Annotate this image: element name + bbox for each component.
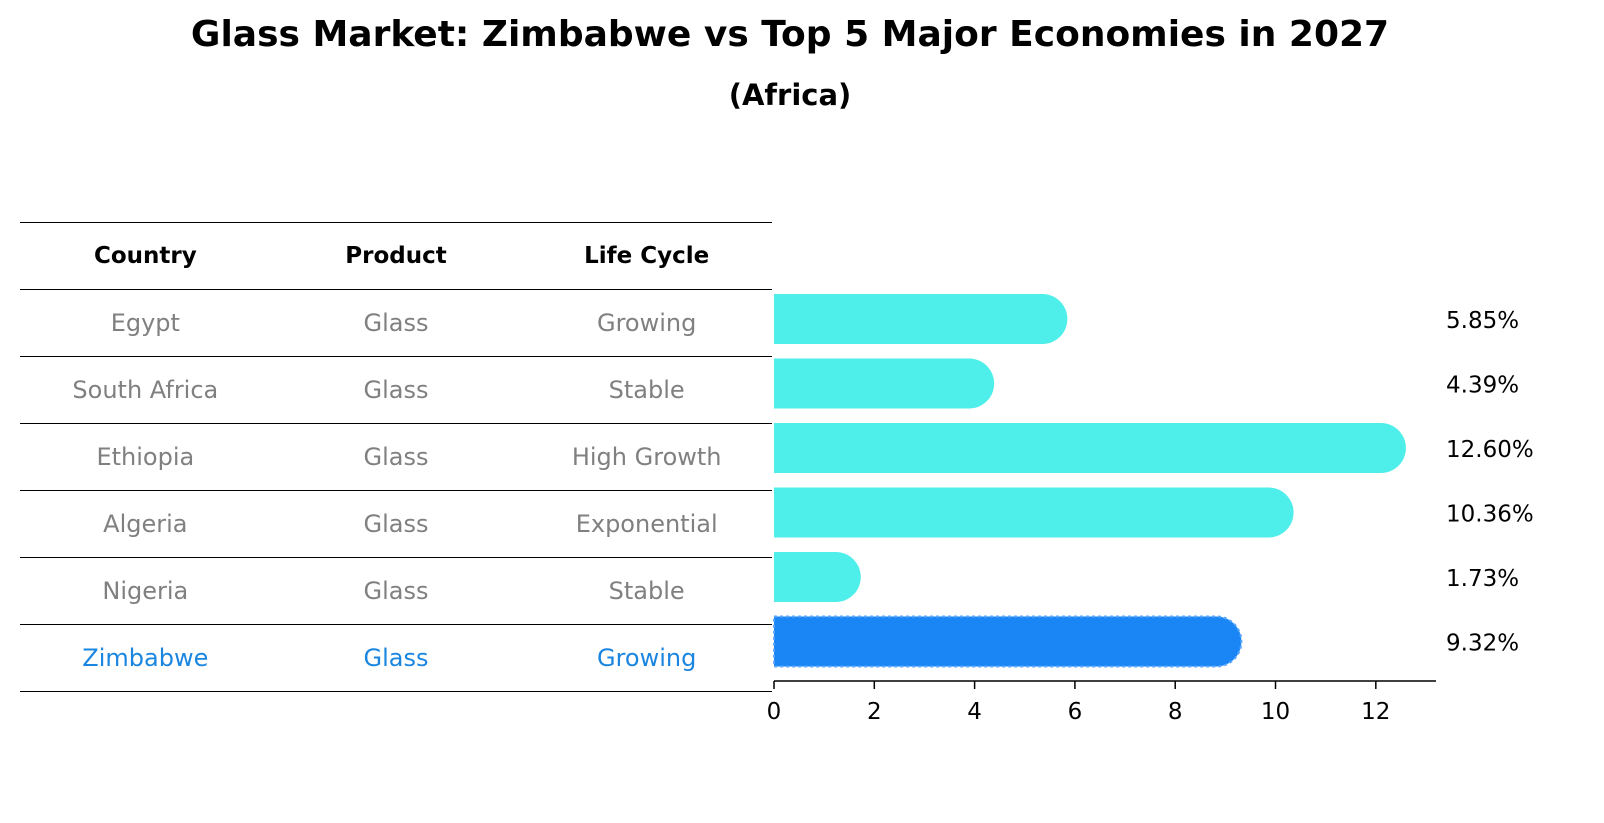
x-tick-label: 10 <box>1261 699 1290 725</box>
bar-ethiopia <box>774 423 1406 473</box>
country-cell: Nigeria <box>102 577 189 605</box>
value-label: 9.32% <box>1446 631 1519 657</box>
bar-nigeria <box>774 552 861 602</box>
value-label: 1.73% <box>1446 566 1519 592</box>
bar-algeria <box>774 487 1294 538</box>
chart-title: Glass Market: Zimbabwe vs Top 5 Major Ec… <box>190 14 1390 55</box>
product-cell: Glass <box>363 443 429 471</box>
country-cell: Egypt <box>110 309 180 337</box>
life-cycle-cell: Growing <box>596 309 697 337</box>
product-cell: Glass <box>363 309 429 337</box>
life-cycle-cell: Exponential <box>575 510 718 538</box>
table-row: Algeria Glass Exponential <box>20 490 772 557</box>
table-header-row: Country Product Life Cycle <box>20 222 772 289</box>
value-label: 4.39% <box>1446 373 1519 399</box>
header-product: Product <box>345 243 447 269</box>
table-row-highlight: Zimbabwe Glass Growing <box>20 624 772 692</box>
header-country: Country <box>93 243 197 269</box>
header-life-cycle: Life Cycle <box>584 243 710 269</box>
chart-subtitle: (Africa) <box>728 78 852 112</box>
product-cell: Glass <box>363 510 429 538</box>
x-tick-label: 8 <box>1168 699 1183 725</box>
life-cycle-cell: Stable <box>608 376 685 404</box>
table-row: Nigeria Glass Stable <box>20 557 772 624</box>
country-cell: Algeria <box>103 510 188 538</box>
product-cell: Glass <box>363 644 429 672</box>
table-row: South Africa Glass Stable <box>20 356 772 423</box>
x-tick-label: 0 <box>767 699 782 725</box>
bar-zimbabwe <box>773 615 1243 668</box>
bar-egypt <box>774 294 1068 344</box>
table-row: Egypt Glass Growing <box>20 289 772 356</box>
life-cycle-cell: Stable <box>608 577 685 605</box>
product-cell: Glass <box>363 577 429 605</box>
table-row: Ethiopia Glass High Growth <box>20 423 772 490</box>
bar-south-africa <box>774 358 995 409</box>
product-cell: Glass <box>363 376 429 404</box>
country-cell: Ethiopia <box>96 443 195 471</box>
x-tick-label: 4 <box>967 699 982 725</box>
value-label: 10.36% <box>1446 502 1534 528</box>
x-tick-label: 12 <box>1361 699 1390 725</box>
life-cycle-cell: High Growth <box>571 443 722 471</box>
country-cell: South Africa <box>72 376 219 404</box>
country-cell: Zimbabwe <box>82 644 209 672</box>
x-tick-label: 6 <box>1068 699 1083 725</box>
life-cycle-cell: Growing <box>596 644 697 672</box>
value-label: 12.60% <box>1446 437 1534 463</box>
data-table: Country Product Life Cycle Egypt Glass G… <box>20 222 772 692</box>
value-label: 5.85% <box>1446 308 1519 334</box>
x-tick-label: 2 <box>867 699 882 725</box>
